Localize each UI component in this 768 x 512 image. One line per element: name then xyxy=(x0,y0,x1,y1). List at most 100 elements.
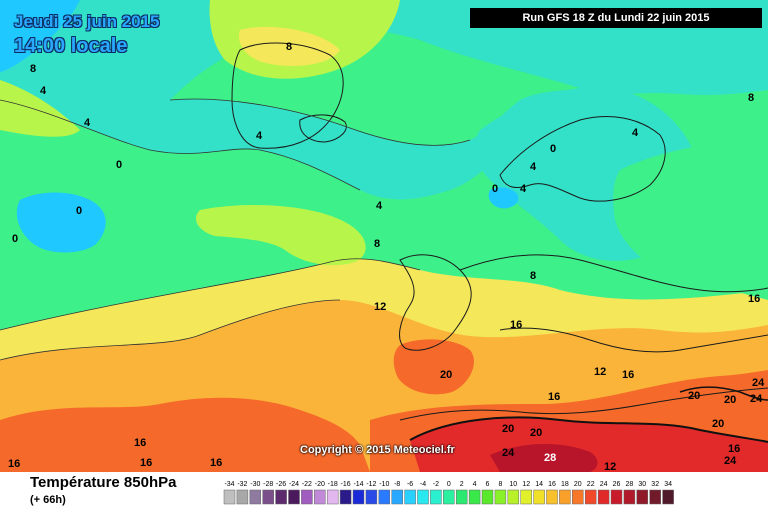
scale-color-cell xyxy=(365,489,378,505)
zone-east-green xyxy=(613,140,768,300)
scale-tick-label: -22 xyxy=(302,481,312,488)
scale-tick-label: -26 xyxy=(276,481,286,488)
temperature-map: 4 8 4 0 0 4 0 4 8 0 4 0 4 8 4 8 8 12 16 … xyxy=(0,0,768,472)
iso-label: 12 xyxy=(604,461,616,472)
zone-west-cool xyxy=(0,80,80,137)
scale-tick-label: -30 xyxy=(250,481,260,488)
iso-label: 8 xyxy=(374,238,380,250)
lead-time: (+ 66h) xyxy=(30,494,66,506)
scale-tick-label: 12 xyxy=(522,481,530,488)
scale-color-cell xyxy=(352,489,365,505)
scale-color-cell xyxy=(275,489,287,505)
scale-color-cell xyxy=(468,489,481,505)
scale-tick-label: 30 xyxy=(638,481,646,488)
isotherm-8 xyxy=(0,258,421,331)
scale-color-cell xyxy=(417,489,429,505)
isotherm-16 xyxy=(0,299,341,361)
scale-color-cell xyxy=(636,489,649,505)
scale-tick-label: 22 xyxy=(587,481,595,488)
scale-color-cell xyxy=(559,489,571,505)
forecast-date: Jeudi 25 juin 2015 xyxy=(14,12,160,31)
scale-tick-label: -12 xyxy=(366,481,376,488)
scale-tick-label: 14 xyxy=(535,481,543,488)
scale-tick-label: -16 xyxy=(341,481,351,488)
iso-label: 4 xyxy=(256,130,263,142)
iso-label: 4 xyxy=(84,117,91,129)
scale-tick-label: 32 xyxy=(651,481,659,488)
iso-label: 28 xyxy=(544,452,556,464)
field-name: Température 850hPa xyxy=(30,474,177,491)
scale-color-cell xyxy=(404,489,416,505)
scale-color-cell xyxy=(301,489,313,505)
scale-tick-label: -34 xyxy=(224,481,234,488)
color-scale: -34 -32 -30 -28 -26 -24 -22 -20 -18 -16 -14 -12 -10-… xyxy=(223,481,674,505)
isotherm-24 xyxy=(409,416,768,443)
iso-label: 4 xyxy=(530,161,537,173)
iso-label: 16 xyxy=(134,437,146,449)
legend-footer: Température 850hPa (+ 66h) -34 -32 -30 -28-… xyxy=(0,472,768,512)
iso-label: 0 xyxy=(492,183,498,195)
iso-label: 16 xyxy=(728,443,740,455)
scale-color-cell xyxy=(236,489,249,505)
scale-color-cell xyxy=(430,489,442,505)
iso-label: 16 xyxy=(510,319,522,331)
scale-tick-label: 16 xyxy=(548,481,556,488)
scale-tick-label: 8 xyxy=(498,481,502,488)
scale-color-cell xyxy=(662,489,674,505)
scale-color-cell xyxy=(481,489,494,505)
scale-tick-label: -24 xyxy=(289,481,299,488)
coastline-europe xyxy=(399,254,768,353)
iso-label: 24 xyxy=(750,393,763,405)
scale-tick-label: 28 xyxy=(626,481,634,488)
zone-greenland-core xyxy=(238,26,340,66)
forecast-local-time: 14:00 locale xyxy=(14,35,128,57)
scale-color-cell xyxy=(507,489,520,505)
iso-label: 4 xyxy=(40,85,47,97)
copyright-notice: Copyright © 2015 Meteociel.fr xyxy=(300,444,455,456)
iso-label: 16 xyxy=(8,458,20,470)
iso-label: 16 xyxy=(140,457,152,469)
iso-label: 8 xyxy=(748,92,754,104)
scale-color-cell xyxy=(249,489,262,505)
scale-tick-label: 6 xyxy=(486,481,490,488)
scale-tick-label: 0 xyxy=(447,481,451,488)
iso-label: 24 xyxy=(724,455,737,467)
iso-label: 20 xyxy=(724,394,736,406)
scale-tick-label: 4 xyxy=(473,481,477,488)
scale-color-cell xyxy=(455,489,468,505)
scale-color-cell xyxy=(339,489,352,505)
scale-color-cell xyxy=(391,489,403,505)
coastline-iceland xyxy=(299,114,347,143)
iso-label: 16 xyxy=(548,391,560,403)
scale-color-cell xyxy=(494,489,507,505)
scale-tick-label: -14 xyxy=(353,481,363,488)
scale-color-cell xyxy=(223,489,236,505)
scale-tick-label: -6 xyxy=(407,481,413,488)
scale-tick-label: 10 xyxy=(509,481,517,488)
scale-tick-label: 2 xyxy=(460,481,464,488)
iso-label: 4 xyxy=(520,183,527,195)
zone-baffin-cold xyxy=(0,0,80,72)
scale-color-cell xyxy=(623,489,636,505)
iso-label: 12 xyxy=(594,366,606,378)
iso-label: 0 xyxy=(12,233,18,245)
iso-label: 20 xyxy=(502,423,514,435)
iso-label: 20 xyxy=(530,427,542,439)
scale-tick-label: 18 xyxy=(561,481,569,488)
iso-label: 8 xyxy=(286,41,292,53)
iso-label: 20 xyxy=(712,418,724,430)
zone-hudson-cold xyxy=(16,192,106,253)
iso-label: 24 xyxy=(502,447,515,459)
scale-color-cell xyxy=(262,489,274,505)
scale-tick-label: -10 xyxy=(379,481,389,488)
isotherm-20-east xyxy=(679,386,768,401)
scale-tick-label: -4 xyxy=(420,481,426,488)
iso-label: 16 xyxy=(748,293,760,305)
isotherm-4 xyxy=(169,98,471,146)
scale-color-cell xyxy=(610,489,623,505)
scale-tick-label: 34 xyxy=(664,481,672,488)
scale-color-cell xyxy=(584,489,597,505)
iso-label: 8 xyxy=(530,270,536,282)
iso-label: 24 xyxy=(752,377,765,389)
scale-color-cell xyxy=(533,489,545,505)
